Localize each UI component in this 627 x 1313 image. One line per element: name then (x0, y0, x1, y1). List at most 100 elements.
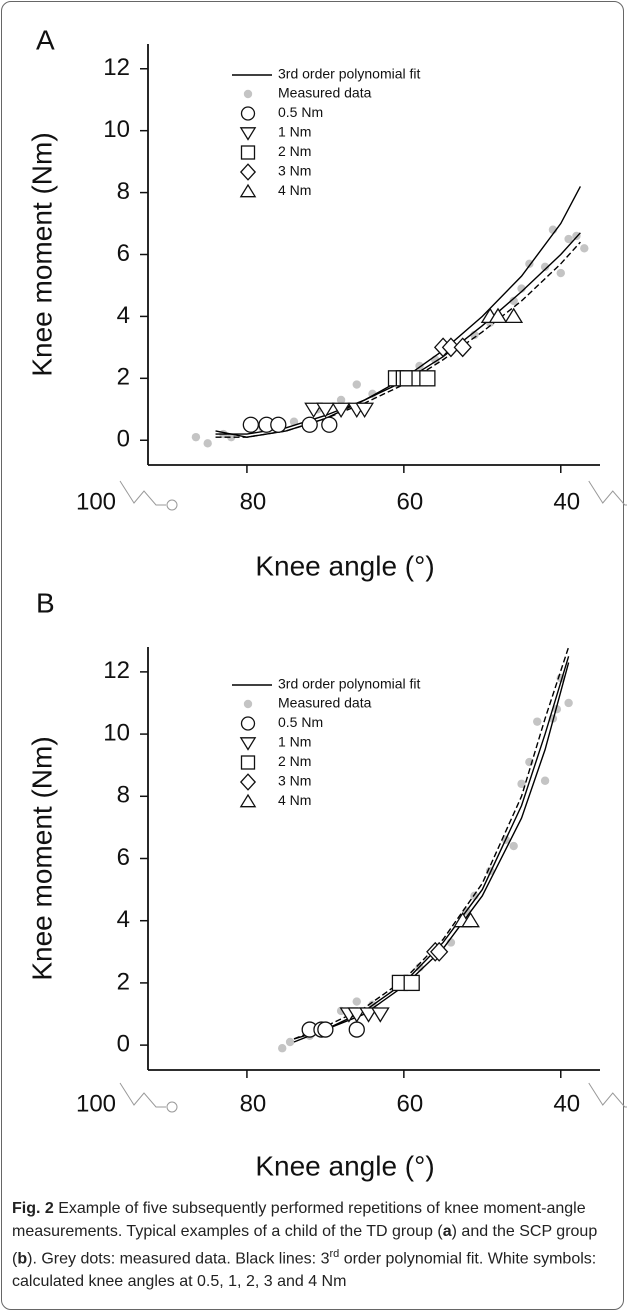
knee-icon (119, 480, 166, 506)
legend-label: 3rd order polynomial fit (278, 66, 421, 82)
measured-point (540, 776, 550, 785)
x-axis-label: Knee angle (°) (255, 1150, 434, 1181)
measured-point (564, 698, 573, 708)
symbol-circle (242, 416, 259, 433)
symbol-triangle-down (347, 1007, 367, 1023)
x-tick-label: 60 (396, 488, 423, 515)
x-tick-label: 60 (396, 1090, 423, 1117)
x-tick-label: 40 (553, 488, 580, 515)
symbol-square (419, 370, 436, 387)
fit-line (215, 241, 581, 438)
legend-symbol (239, 737, 257, 751)
symbol-triangle-down (355, 402, 375, 419)
symbol-triangle-down (315, 402, 335, 419)
legend-label: Measured data (278, 85, 372, 101)
legend-symbol (239, 183, 257, 198)
measured-point (278, 1044, 287, 1053)
measured-point (580, 244, 589, 253)
y-tick-label: 10 (103, 116, 130, 143)
symbol-circle (317, 1021, 334, 1038)
caption-text: order polynomial fit. White symbols: cal… (12, 1250, 597, 1290)
x-tick-label: 80 (240, 1090, 267, 1117)
y-tick-label: 2 (117, 968, 130, 995)
legend-label: 4 Nm (278, 182, 311, 198)
measured-point (509, 841, 518, 851)
measured-point (517, 779, 526, 789)
y-tick-label: 2 (117, 364, 130, 391)
legend-symbol (240, 106, 256, 121)
measured-point (352, 380, 361, 389)
y-tick-label: 12 (103, 657, 130, 684)
legend-label: 2 Nm (278, 143, 311, 159)
symbol-triangle-down (331, 402, 351, 419)
y-tick-label: 0 (117, 1030, 130, 1057)
legend-symbol (239, 773, 257, 791)
knee-icon (166, 499, 178, 511)
legend-label: 0.5 Nm (278, 104, 323, 120)
y-tick-label: 10 (103, 719, 130, 746)
symbol-triangle-down (304, 402, 324, 419)
knee-icon (588, 1082, 627, 1108)
symbol-square (403, 974, 420, 992)
measured-point (564, 234, 573, 244)
legend-label: 3 Nm (278, 773, 311, 789)
y-axis-label: Knee moment (Nm) (26, 132, 57, 376)
y-tick-label: 8 (117, 178, 130, 205)
legend-dot (243, 699, 253, 709)
symbol-diamond (430, 941, 449, 962)
y-tick-label: 12 (103, 54, 130, 81)
measured-point (336, 395, 346, 405)
legend-label: 3 Nm (278, 163, 311, 179)
symbol-triangle-down (370, 1007, 390, 1023)
y-tick-label: 0 (117, 426, 130, 453)
y-tick-label: 6 (117, 240, 130, 267)
panel-label: A (36, 24, 55, 55)
caption-text: Example of five subsequently performed r… (12, 1200, 586, 1240)
y-tick-label: 4 (117, 906, 130, 933)
symbol-circle (348, 1021, 365, 1038)
knee-icon (166, 1101, 178, 1113)
legend-symbol (240, 755, 256, 770)
legend-dot (243, 89, 253, 99)
legend-label: 1 Nm (278, 124, 311, 140)
fit-line (293, 662, 570, 1043)
caption-text: b (17, 1250, 28, 1268)
measured-point (285, 1037, 295, 1047)
measured-point (352, 997, 361, 1006)
legend-symbol (240, 145, 256, 160)
legend-label: 0.5 Nm (278, 714, 323, 730)
caption-text: ) and the SCP group ( (12, 1222, 598, 1268)
legend-label: 4 Nm (278, 792, 311, 808)
fit-line (215, 186, 582, 438)
y-tick-label: 4 (117, 302, 130, 329)
x-axis-label: Knee angle (°) (255, 550, 434, 581)
caption-text: rd (329, 1248, 340, 1260)
knee-icon (588, 480, 627, 506)
symbol-circle (301, 416, 318, 433)
symbol-triangle-up (488, 307, 508, 324)
x-tick-label: 100 (76, 1090, 116, 1117)
measured-point (289, 417, 299, 426)
legend-symbol (239, 163, 257, 181)
symbol-triangle-down (359, 1007, 378, 1023)
measured-point (203, 439, 212, 448)
symbol-diamond (453, 337, 472, 358)
legend-label: 2 Nm (278, 753, 311, 769)
caption-text: Fig. 2 (12, 1200, 54, 1217)
fit-line (293, 656, 570, 1040)
symbol-circle (270, 416, 287, 433)
panel-label: B (36, 587, 55, 618)
y-tick-label: 6 (117, 844, 130, 871)
symbol-circle (321, 416, 338, 433)
plot-area (278, 646, 573, 1053)
caption-text: ). Grey dots: measured data. Black lines… (27, 1250, 330, 1268)
knee-icon (119, 1082, 166, 1108)
measured-point (191, 432, 201, 442)
plot-area (191, 186, 589, 448)
legend-label: 1 Nm (278, 734, 311, 750)
fit-line (293, 646, 570, 1040)
x-tick-label: 80 (240, 488, 267, 515)
